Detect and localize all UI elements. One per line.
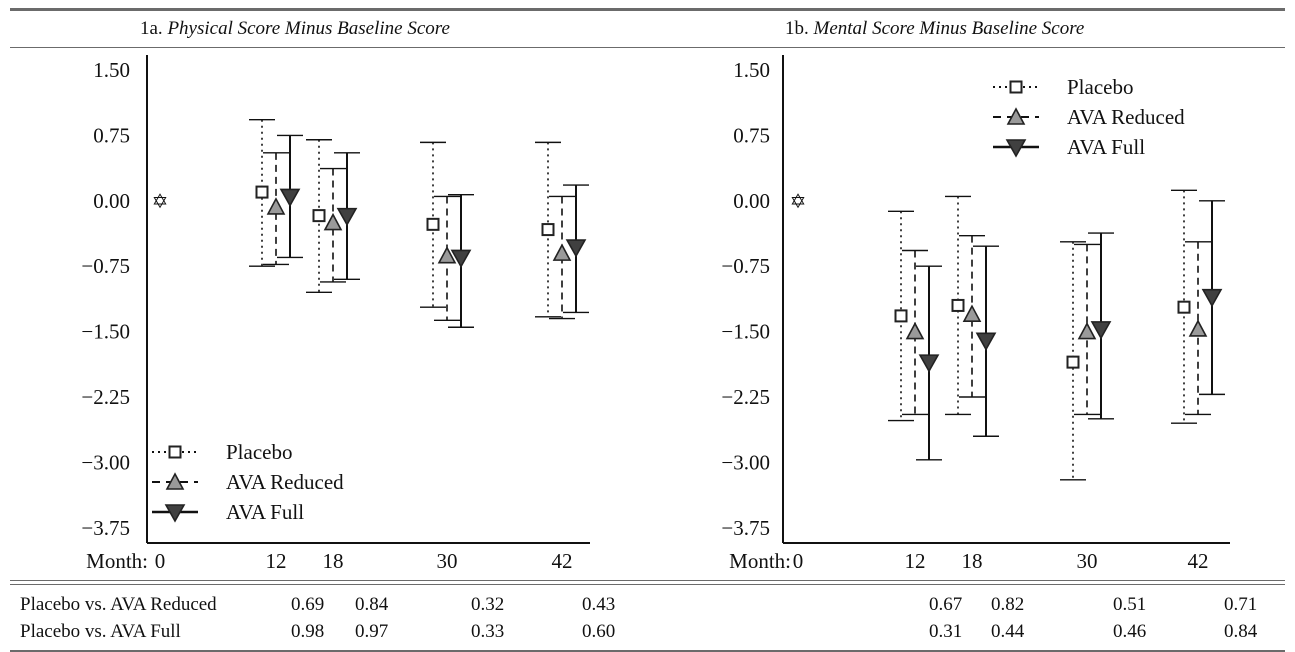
data-point-1a xyxy=(565,239,587,258)
x-tick-label-1a: 42 xyxy=(552,549,573,573)
y-tick-label-1a: −3.75 xyxy=(81,516,130,540)
stats-row-label-full: Placebo vs. AVA Full xyxy=(20,621,181,642)
legend-marker-1b xyxy=(1005,139,1027,158)
legend-marker-1a xyxy=(168,445,182,459)
x-tick-label-1b: 0 xyxy=(793,549,804,573)
legend-label-1b: Placebo xyxy=(1067,75,1133,99)
data-point-1a xyxy=(266,197,286,215)
stat-1a-reduced-m18: 0.84 xyxy=(355,594,389,615)
data-point-1b xyxy=(1090,321,1112,340)
data-point-1b xyxy=(951,298,965,312)
panel-title-1a-prefix: 1a. xyxy=(140,18,168,39)
stat-1a-full-m42: 0.60 xyxy=(582,621,616,642)
table-rule-top xyxy=(10,580,1285,581)
x-axis-label-1a: Month: xyxy=(86,549,148,573)
data-point-1b xyxy=(1188,319,1208,337)
data-point-1a xyxy=(437,246,457,264)
x-tick-label-1b: 30 xyxy=(1077,549,1098,573)
y-tick-label-1b: 1.50 xyxy=(733,58,770,82)
data-point-1a xyxy=(255,185,269,199)
stat-1a-full-m18: 0.97 xyxy=(355,621,389,642)
data-point-1b xyxy=(975,332,997,351)
data-point-1a xyxy=(541,223,555,237)
data-point-1b xyxy=(962,304,982,322)
bottom-rule xyxy=(10,650,1285,652)
panel-title-1b: 1b. Mental Score Minus Baseline Score xyxy=(785,18,1084,40)
baseline-marker-1a: ✡ xyxy=(152,189,169,213)
y-tick-label-1b: −0.75 xyxy=(721,254,770,278)
data-point-1b xyxy=(1066,355,1080,369)
top-rule xyxy=(10,8,1285,11)
data-point-1b xyxy=(918,354,940,373)
y-tick-label-1b: −1.50 xyxy=(721,320,770,344)
stat-1a-reduced-m42: 0.43 xyxy=(582,594,616,615)
stats-row-label-reduced: Placebo vs. AVA Reduced xyxy=(20,594,217,615)
stat-1b-reduced-m18: 0.82 xyxy=(991,594,1025,615)
baseline-marker-1b: ✡ xyxy=(790,189,807,213)
x-tick-label-1a: 18 xyxy=(323,549,344,573)
stat-1b-reduced-m12: 0.67 xyxy=(929,594,963,615)
y-tick-label-1a: 0.75 xyxy=(93,123,130,147)
y-tick-label-1a: 1.50 xyxy=(93,58,130,82)
data-point-1a xyxy=(450,249,472,269)
figure-canvas: 1.50 0.75 0.00 −0.75 −1.50 −2.25 −3.00 −3.75 Mon… xyxy=(81,55,1230,573)
legend-label-1a: Placebo xyxy=(226,440,292,464)
panel-title-1b-prefix: 1b. xyxy=(785,18,814,39)
x-tick-label-1a: 0 xyxy=(155,549,166,573)
table-rule-top2 xyxy=(10,584,1285,585)
x-tick-label-1b: 18 xyxy=(962,549,983,573)
panel-title-1a-text: Physical Score Minus Baseline Score xyxy=(167,18,450,39)
x-axis-label-1b: Month: xyxy=(729,549,791,573)
y-tick-label-1a: 0.00 xyxy=(93,189,130,213)
stat-1a-reduced-m12: 0.69 xyxy=(291,594,325,615)
y-tick-label-1b: 0.00 xyxy=(733,189,770,213)
legend-label-1a: AVA Full xyxy=(226,500,304,524)
stat-1a-reduced-m30: 0.32 xyxy=(471,594,505,615)
panel-title-1b-text: Mental Score Minus Baseline Score xyxy=(813,18,1085,39)
legend-marker-1a xyxy=(165,472,185,490)
y-tick-label-1a: −1.50 xyxy=(81,320,130,344)
stat-1b-full-m18: 0.44 xyxy=(991,621,1025,642)
panel-title-1a: 1a. Physical Score Minus Baseline Score xyxy=(140,18,450,40)
data-point-1b xyxy=(1177,300,1191,314)
data-point-1a xyxy=(426,217,440,231)
x-tick-label-1a: 12 xyxy=(266,549,287,573)
data-point-1b xyxy=(905,321,925,340)
y-tick-label-1a: −3.00 xyxy=(81,450,130,474)
stat-1b-full-m42: 0.84 xyxy=(1224,621,1258,642)
stat-1b-reduced-m30: 0.51 xyxy=(1113,594,1147,615)
data-point-1a xyxy=(312,209,326,223)
stat-1b-reduced-m42: 0.71 xyxy=(1224,594,1258,615)
legend-label-1b: AVA Full xyxy=(1067,135,1145,159)
stat-1b-full-m12: 0.31 xyxy=(929,621,963,642)
data-point-1a xyxy=(279,188,301,208)
data-point-1b xyxy=(894,309,908,323)
y-tick-label-1b: −3.75 xyxy=(721,516,770,540)
legend-label-1a: AVA Reduced xyxy=(226,470,344,494)
stat-1a-full-m12: 0.98 xyxy=(291,621,325,642)
legend-label-1b: AVA Reduced xyxy=(1067,105,1185,129)
x-tick-label-1b: 12 xyxy=(905,549,926,573)
data-point-1a xyxy=(336,207,358,227)
y-tick-label-1a: −2.25 xyxy=(81,385,130,409)
data-point-1b xyxy=(1201,288,1223,308)
title-rule xyxy=(10,47,1285,48)
data-point-1a xyxy=(552,243,572,261)
legend-marker-1b xyxy=(1009,80,1023,94)
y-tick-label-1b: 0.75 xyxy=(733,123,770,147)
x-tick-label-1a: 30 xyxy=(437,549,458,573)
stat-1a-full-m30: 0.33 xyxy=(471,621,505,642)
x-tick-label-1b: 42 xyxy=(1188,549,1209,573)
y-tick-label-1a: −0.75 xyxy=(81,254,130,278)
data-point-1b xyxy=(1077,321,1097,340)
y-tick-label-1b: −2.25 xyxy=(721,385,770,409)
data-point-1a xyxy=(323,212,343,231)
y-tick-label-1b: −3.00 xyxy=(721,450,770,474)
legend-marker-1a xyxy=(164,504,186,523)
legend-marker-1b xyxy=(1006,107,1026,125)
stat-1b-full-m30: 0.46 xyxy=(1113,621,1147,642)
